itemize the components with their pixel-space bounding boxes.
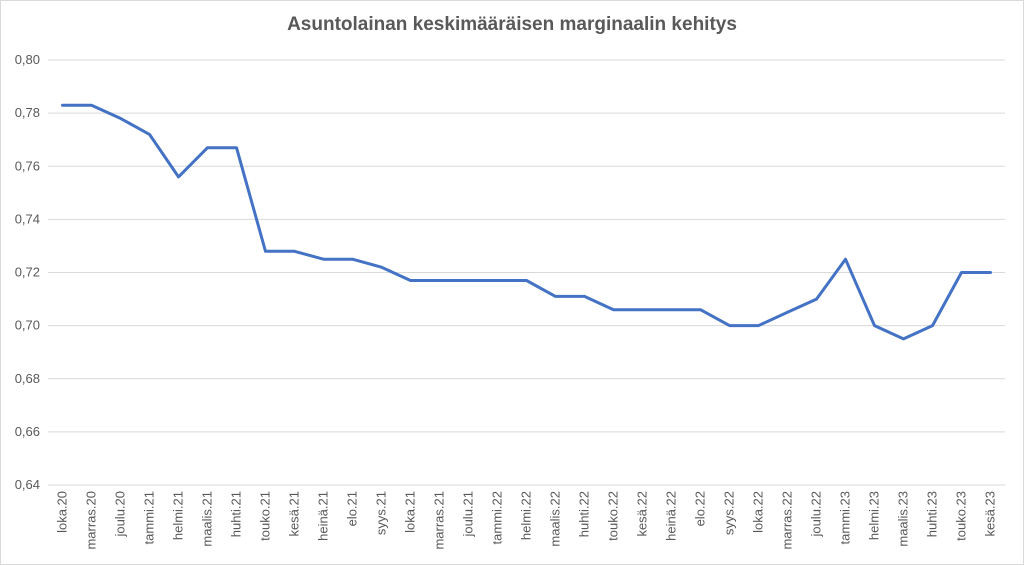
x-tick-label: kesä.22 — [635, 491, 650, 537]
y-tick-label: 0,74 — [15, 211, 40, 226]
x-tick-label: tammi.22 — [490, 491, 505, 544]
x-tick-label: loka.20 — [55, 491, 70, 533]
x-tick-label: elo.22 — [693, 491, 708, 526]
x-tick-label: kesä.21 — [287, 491, 302, 537]
x-tick-label: helmi.21 — [171, 491, 186, 540]
x-tick-label: marras.22 — [780, 491, 795, 550]
x-tick-label: heinä.21 — [316, 491, 331, 541]
x-tick-label: maalis.21 — [200, 491, 215, 547]
x-tick-label: heinä.22 — [664, 491, 679, 541]
x-tick-label: huhti.23 — [925, 491, 940, 537]
x-tick-label: marras.21 — [432, 491, 447, 550]
y-tick-label: 0,70 — [15, 318, 40, 333]
x-tick-label: maalis.22 — [548, 491, 563, 547]
x-tick-label: huhti.22 — [577, 491, 592, 537]
x-tick-label: joulu.20 — [113, 491, 128, 538]
x-tick-label: syys.22 — [722, 491, 737, 535]
y-tick-label: 0,66 — [15, 424, 40, 439]
series-line — [61, 103, 992, 341]
y-tick-label: 0,80 — [15, 52, 40, 67]
x-tick-label: tammi.21 — [142, 491, 157, 544]
x-axis-labels: loka.20 marras.20 joulu.20 tammi.21 helmi.21… — [55, 491, 998, 550]
x-tick-label: touko.22 — [606, 491, 621, 541]
x-tick-label: maalis.23 — [896, 491, 911, 547]
x-tick-label: marras.20 — [84, 491, 99, 550]
chart-title: Asuntolainan keskimääräisen marginaalin … — [287, 14, 737, 35]
x-tick-label: touko.23 — [954, 491, 969, 541]
x-tick-label: joulu.21 — [461, 491, 476, 538]
x-tick-label: touko.21 — [258, 491, 273, 541]
x-tick-label: syys.21 — [374, 491, 389, 535]
x-tick-label: kesä.23 — [983, 491, 998, 537]
y-axis-labels: 0,64 0,66 0,68 0,70 0,72 0,74 0,76 0,78 0,80 — [15, 52, 40, 492]
x-tick-label: tammi.23 — [838, 491, 853, 544]
y-tick-label: 0,78 — [15, 105, 40, 120]
y-tick-label: 0,72 — [15, 265, 40, 280]
x-tick-label: loka.22 — [751, 491, 766, 533]
y-tick-label: 0,76 — [15, 158, 40, 173]
x-tick-label: helmi.22 — [519, 491, 534, 540]
x-tick-label: joulu.22 — [809, 491, 824, 538]
y-tick-label: 0,64 — [15, 477, 40, 492]
y-tick-label: 0,68 — [15, 371, 40, 386]
gridlines — [48, 59, 1005, 486]
x-tick-label: huhti.21 — [229, 491, 244, 537]
x-tick-label: helmi.23 — [867, 491, 882, 540]
x-tick-label: loka.21 — [403, 491, 418, 533]
series-lines — [61, 103, 992, 341]
x-tick-label: elo.21 — [345, 491, 360, 526]
